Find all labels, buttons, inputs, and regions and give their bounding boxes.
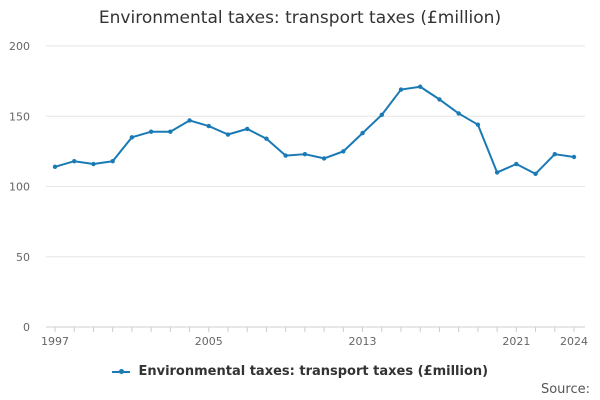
data-point-2024[interactable] <box>571 154 577 160</box>
legend-label: Environmental taxes: transport taxes (£m… <box>138 364 489 379</box>
y-tick-label: 0 <box>23 321 30 334</box>
x-tick-label: 1997 <box>41 335 69 348</box>
chart-legend[interactable]: Environmental taxes: transport taxes (£m… <box>0 364 600 379</box>
data-point-2022[interactable] <box>533 171 538 177</box>
data-point-2018[interactable] <box>456 111 461 116</box>
y-tick-label: 200 <box>9 40 30 53</box>
data-point-2007[interactable] <box>245 126 250 132</box>
data-point-2000[interactable] <box>110 159 115 164</box>
data-point-2006[interactable] <box>225 132 231 137</box>
data-point-2021[interactable] <box>514 161 519 167</box>
data-point-2004[interactable] <box>187 118 192 123</box>
data-point-2015[interactable] <box>398 87 404 92</box>
data-point-1998[interactable] <box>72 159 77 164</box>
data-point-2003[interactable] <box>168 129 173 134</box>
data-point-2014[interactable] <box>379 112 384 118</box>
data-point-2020[interactable] <box>494 170 500 175</box>
legend-line-marker <box>111 367 130 377</box>
data-point-2016[interactable] <box>418 84 423 89</box>
data-point-2002[interactable] <box>148 129 154 134</box>
x-tick-label: 2013 <box>349 335 377 348</box>
y-tick-label: 150 <box>9 110 30 123</box>
y-tick-label: 100 <box>9 181 30 194</box>
data-point-2013[interactable] <box>360 130 365 136</box>
x-tick-label: 2024 <box>560 335 588 348</box>
data-point-2005[interactable] <box>206 123 211 129</box>
series-line-0 <box>54 85 575 175</box>
chart-title: Environmental taxes: transport taxes (£m… <box>98 8 502 28</box>
y-tick-label: 50 <box>16 251 30 264</box>
data-point-1997[interactable] <box>52 164 58 170</box>
data-point-2001[interactable] <box>129 135 135 140</box>
data-point-2009[interactable] <box>283 153 288 158</box>
source-label: Source: <box>540 382 590 397</box>
data-point-2011[interactable] <box>321 156 327 161</box>
data-point-2023[interactable] <box>552 151 557 157</box>
data-point-2019[interactable] <box>475 122 481 127</box>
data-point-1999[interactable] <box>91 161 96 167</box>
x-tick-label: 2005 <box>195 335 223 348</box>
data-point-2008[interactable] <box>264 136 269 141</box>
data-point-2017[interactable] <box>437 97 442 102</box>
data-point-2010[interactable] <box>302 151 308 157</box>
data-point-2012[interactable] <box>341 149 346 154</box>
x-tick-label: 2021 <box>502 335 530 348</box>
